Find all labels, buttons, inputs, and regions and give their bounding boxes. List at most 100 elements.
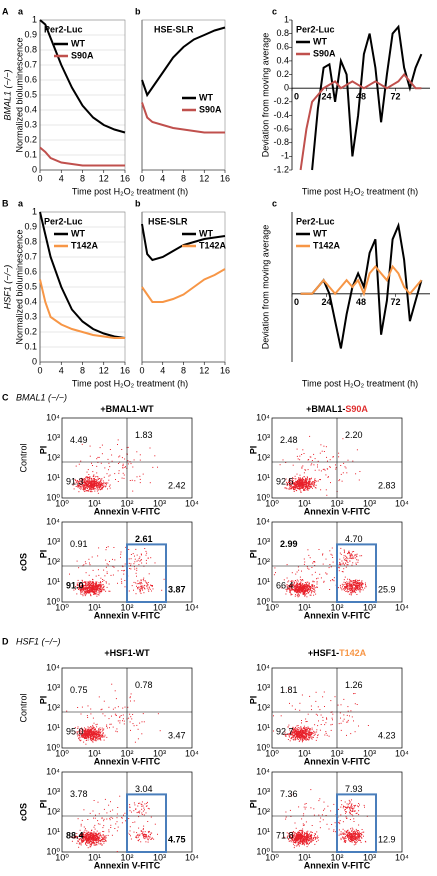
- event-dot: [292, 727, 294, 729]
- event-dot: [89, 812, 91, 814]
- event-dot: [141, 586, 143, 588]
- event-dot: [332, 561, 334, 563]
- event-dot: [302, 735, 304, 737]
- event-dot: [304, 833, 306, 835]
- event-dot: [103, 569, 105, 571]
- event-dot: [117, 570, 119, 572]
- event-dot: [311, 734, 313, 736]
- event-dot: [88, 732, 90, 733]
- event-dot: [80, 732, 82, 734]
- event-dot: [308, 837, 310, 839]
- event-dot: [92, 736, 94, 738]
- event-dot: [83, 586, 85, 588]
- event-dot: [92, 726, 94, 728]
- event-dot: [297, 738, 299, 740]
- event-dot: [74, 731, 76, 733]
- y-tick-label: -1: [281, 151, 289, 161]
- event-dot: [303, 725, 305, 727]
- event-dot: [325, 572, 327, 574]
- event-dot: [314, 479, 315, 481]
- event-dot: [147, 839, 149, 841]
- event-dot: [133, 566, 135, 568]
- event-dot: [85, 836, 87, 838]
- x-tick-label: 10⁴: [395, 748, 409, 758]
- event-dot: [80, 591, 81, 593]
- event-dot: [330, 566, 332, 568]
- event-dot: [316, 480, 318, 482]
- event-dot: [316, 729, 318, 731]
- event-dot: [310, 587, 312, 588]
- event-dot: [137, 588, 139, 590]
- event-dot: [106, 724, 108, 726]
- event-dot: [288, 488, 290, 490]
- event-dot: [97, 833, 99, 835]
- event-dot: [114, 473, 116, 475]
- event-dot: [82, 589, 84, 591]
- event-dot: [289, 481, 291, 483]
- event-dot: [359, 587, 361, 589]
- event-dot: [79, 739, 80, 741]
- event-dot: [99, 584, 100, 586]
- event-dot: [286, 589, 288, 591]
- event-dot: [92, 569, 94, 571]
- event-dot: [93, 486, 94, 488]
- event-dot: [295, 587, 297, 589]
- event-dot: [88, 734, 90, 736]
- event-dot: [101, 844, 103, 846]
- event-dot: [352, 589, 353, 591]
- event-dot: [91, 483, 93, 485]
- event-dot: [302, 586, 304, 588]
- event-dot: [85, 735, 87, 736]
- event-dot: [138, 583, 140, 585]
- event-dot: [298, 485, 300, 487]
- event-dot: [81, 835, 83, 837]
- event-dot: [94, 733, 96, 735]
- event-dot: [294, 483, 296, 485]
- event-dot: [289, 591, 291, 593]
- event-dot: [302, 732, 304, 734]
- event-dot: [291, 485, 293, 487]
- event-dot: [138, 816, 140, 818]
- event-dot: [79, 483, 81, 485]
- event-dot: [323, 445, 325, 447]
- event-dot: [293, 835, 295, 837]
- event-dot: [345, 583, 347, 584]
- event-dot: [83, 593, 85, 595]
- event-dot: [310, 838, 312, 840]
- event-dot: [144, 838, 146, 840]
- event-dot: [145, 812, 147, 814]
- event-dot: [298, 587, 300, 589]
- event-dot: [103, 588, 105, 590]
- event-dot: [82, 734, 84, 736]
- event-dot: [91, 837, 93, 839]
- event-dot: [135, 572, 137, 574]
- event-dot: [341, 589, 343, 591]
- event-dot: [119, 455, 121, 457]
- event-dot: [76, 481, 78, 483]
- event-dot: [137, 728, 139, 730]
- event-dot: [358, 584, 360, 586]
- event-dot: [82, 486, 84, 488]
- event-dot: [104, 575, 106, 577]
- event-dot: [294, 482, 296, 484]
- x-tick-label: 0: [294, 297, 299, 307]
- event-dot: [303, 843, 305, 845]
- event-dot: [307, 459, 309, 461]
- event-dot: [78, 487, 80, 489]
- event-dot: [147, 807, 149, 809]
- event-dot: [82, 486, 84, 488]
- gene-label: BMAL1 (−/−): [16, 392, 67, 402]
- event-dot: [291, 586, 293, 588]
- event-dot: [79, 588, 81, 590]
- event-dot: [97, 592, 99, 594]
- event-dot: [146, 802, 148, 804]
- event-dot: [303, 590, 305, 592]
- event-dot: [350, 585, 352, 587]
- event-dot: [141, 554, 142, 556]
- event-dot: [120, 553, 122, 555]
- event-dot: [125, 820, 126, 822]
- event-dot: [109, 466, 111, 468]
- x-tick-label: 12: [199, 173, 209, 183]
- event-dot: [302, 465, 304, 467]
- event-dot: [313, 839, 315, 841]
